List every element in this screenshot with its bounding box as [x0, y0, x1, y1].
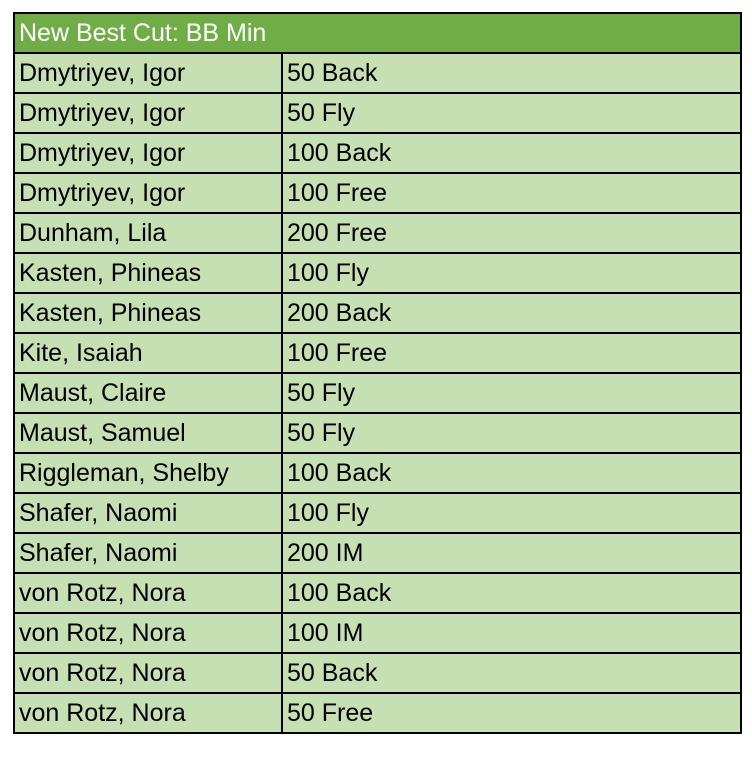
event-name: 100 IM [281, 612, 742, 654]
table-row: von Rotz, Nora 100 Back [13, 572, 742, 614]
table-row: Shafer, Naomi 200 IM [13, 532, 742, 574]
event-name: 100 Free [281, 332, 742, 374]
table-row: von Rotz, Nora 100 IM [13, 612, 742, 654]
table-row: Kasten, Phineas 200 Back [13, 292, 742, 334]
table-row: Dmytriyev, Igor 50 Back [13, 52, 742, 94]
event-name: 100 Free [281, 172, 742, 214]
table-row: Dmytriyev, Igor 100 Free [13, 172, 742, 214]
event-name: 50 Back [281, 52, 742, 94]
swimmer-name: von Rotz, Nora [13, 572, 283, 614]
table-row: Dunham, Lila 200 Free [13, 212, 742, 254]
swimmer-name: Riggleman, Shelby [13, 452, 283, 494]
event-name: 100 Fly [281, 492, 742, 534]
swimmer-name: Shafer, Naomi [13, 492, 283, 534]
event-name: 100 Back [281, 132, 742, 174]
event-name: 50 Free [281, 692, 742, 734]
table-title: New Best Cut: BB Min [13, 12, 742, 54]
swimmer-name: von Rotz, Nora [13, 612, 283, 654]
event-name: 100 Fly [281, 252, 742, 294]
event-name: 50 Fly [281, 412, 742, 454]
swimmer-name: Kasten, Phineas [13, 292, 283, 334]
swimmer-name: Dmytriyev, Igor [13, 132, 283, 174]
swimmer-name: Dmytriyev, Igor [13, 52, 283, 94]
swimmer-name: von Rotz, Nora [13, 692, 283, 734]
event-name: 50 Fly [281, 92, 742, 134]
swimmer-name: Maust, Samuel [13, 412, 283, 454]
swimmer-name: von Rotz, Nora [13, 652, 283, 694]
swimmer-name: Maust, Claire [13, 372, 283, 414]
table-row: Dmytriyev, Igor 100 Back [13, 132, 742, 174]
swimmer-name: Shafer, Naomi [13, 532, 283, 574]
swimmer-name: Kasten, Phineas [13, 252, 283, 294]
swimmer-name: Kite, Isaiah [13, 332, 283, 374]
table-row: von Rotz, Nora 50 Free [13, 692, 742, 734]
event-name: 100 Back [281, 572, 742, 614]
swimmer-name: Dmytriyev, Igor [13, 92, 283, 134]
event-name: 200 Back [281, 292, 742, 334]
swimmer-name: Dunham, Lila [13, 212, 283, 254]
table-row: Shafer, Naomi 100 Fly [13, 492, 742, 534]
table-row: Kite, Isaiah 100 Free [13, 332, 742, 374]
table-row: Dmytriyev, Igor 50 Fly [13, 92, 742, 134]
event-name: 200 IM [281, 532, 742, 574]
swimmer-name: Dmytriyev, Igor [13, 172, 283, 214]
header-row: New Best Cut: BB Min [13, 12, 742, 54]
results-table: New Best Cut: BB Min Dmytriyev, Igor 50 B… [13, 12, 742, 734]
event-name: 50 Fly [281, 372, 742, 414]
event-name: 100 Back [281, 452, 742, 494]
table-row: Riggleman, Shelby 100 Back [13, 452, 742, 494]
table-row: Kasten, Phineas 100 Fly [13, 252, 742, 294]
event-name: 50 Back [281, 652, 742, 694]
table-row: von Rotz, Nora 50 Back [13, 652, 742, 694]
event-name: 200 Free [281, 212, 742, 254]
table-row: Maust, Claire 50 Fly [13, 372, 742, 414]
table-row: Maust, Samuel 50 Fly [13, 412, 742, 454]
